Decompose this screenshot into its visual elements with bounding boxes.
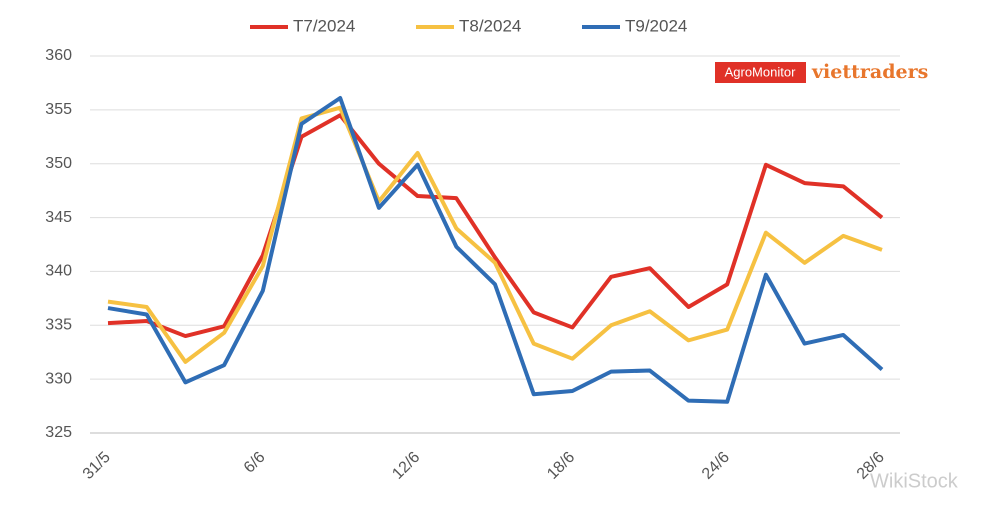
y-tick-label: 345 [45, 209, 72, 226]
y-tick-label: 350 [45, 155, 72, 172]
y-tick-label: 325 [45, 424, 72, 441]
x-tick-label: 18/6 [544, 449, 578, 483]
x-tick-label: 6/6 [241, 449, 269, 477]
y-tick-label: 355 [45, 101, 72, 118]
legend-label: T8/2024 [459, 16, 521, 35]
x-tick-label: 31/5 [80, 449, 114, 483]
x-tick-label: 12/6 [389, 449, 423, 483]
y-tick-label: 360 [45, 47, 72, 64]
x-tick-label: 24/6 [699, 449, 733, 483]
legend-label: T9/2024 [625, 16, 687, 35]
line [107, 113, 884, 339]
y-tick-label: 335 [45, 317, 72, 334]
line [107, 105, 883, 364]
watermark: WikiStock [870, 470, 959, 492]
legend-label: T7/2024 [293, 16, 355, 35]
logo-text: AgroMonitor [725, 64, 796, 79]
logo-text: viettraders [811, 61, 928, 83]
y-tick-label: 330 [45, 370, 72, 387]
line [107, 96, 884, 404]
logo-box [715, 62, 806, 83]
y-tick-label: 340 [45, 263, 72, 280]
